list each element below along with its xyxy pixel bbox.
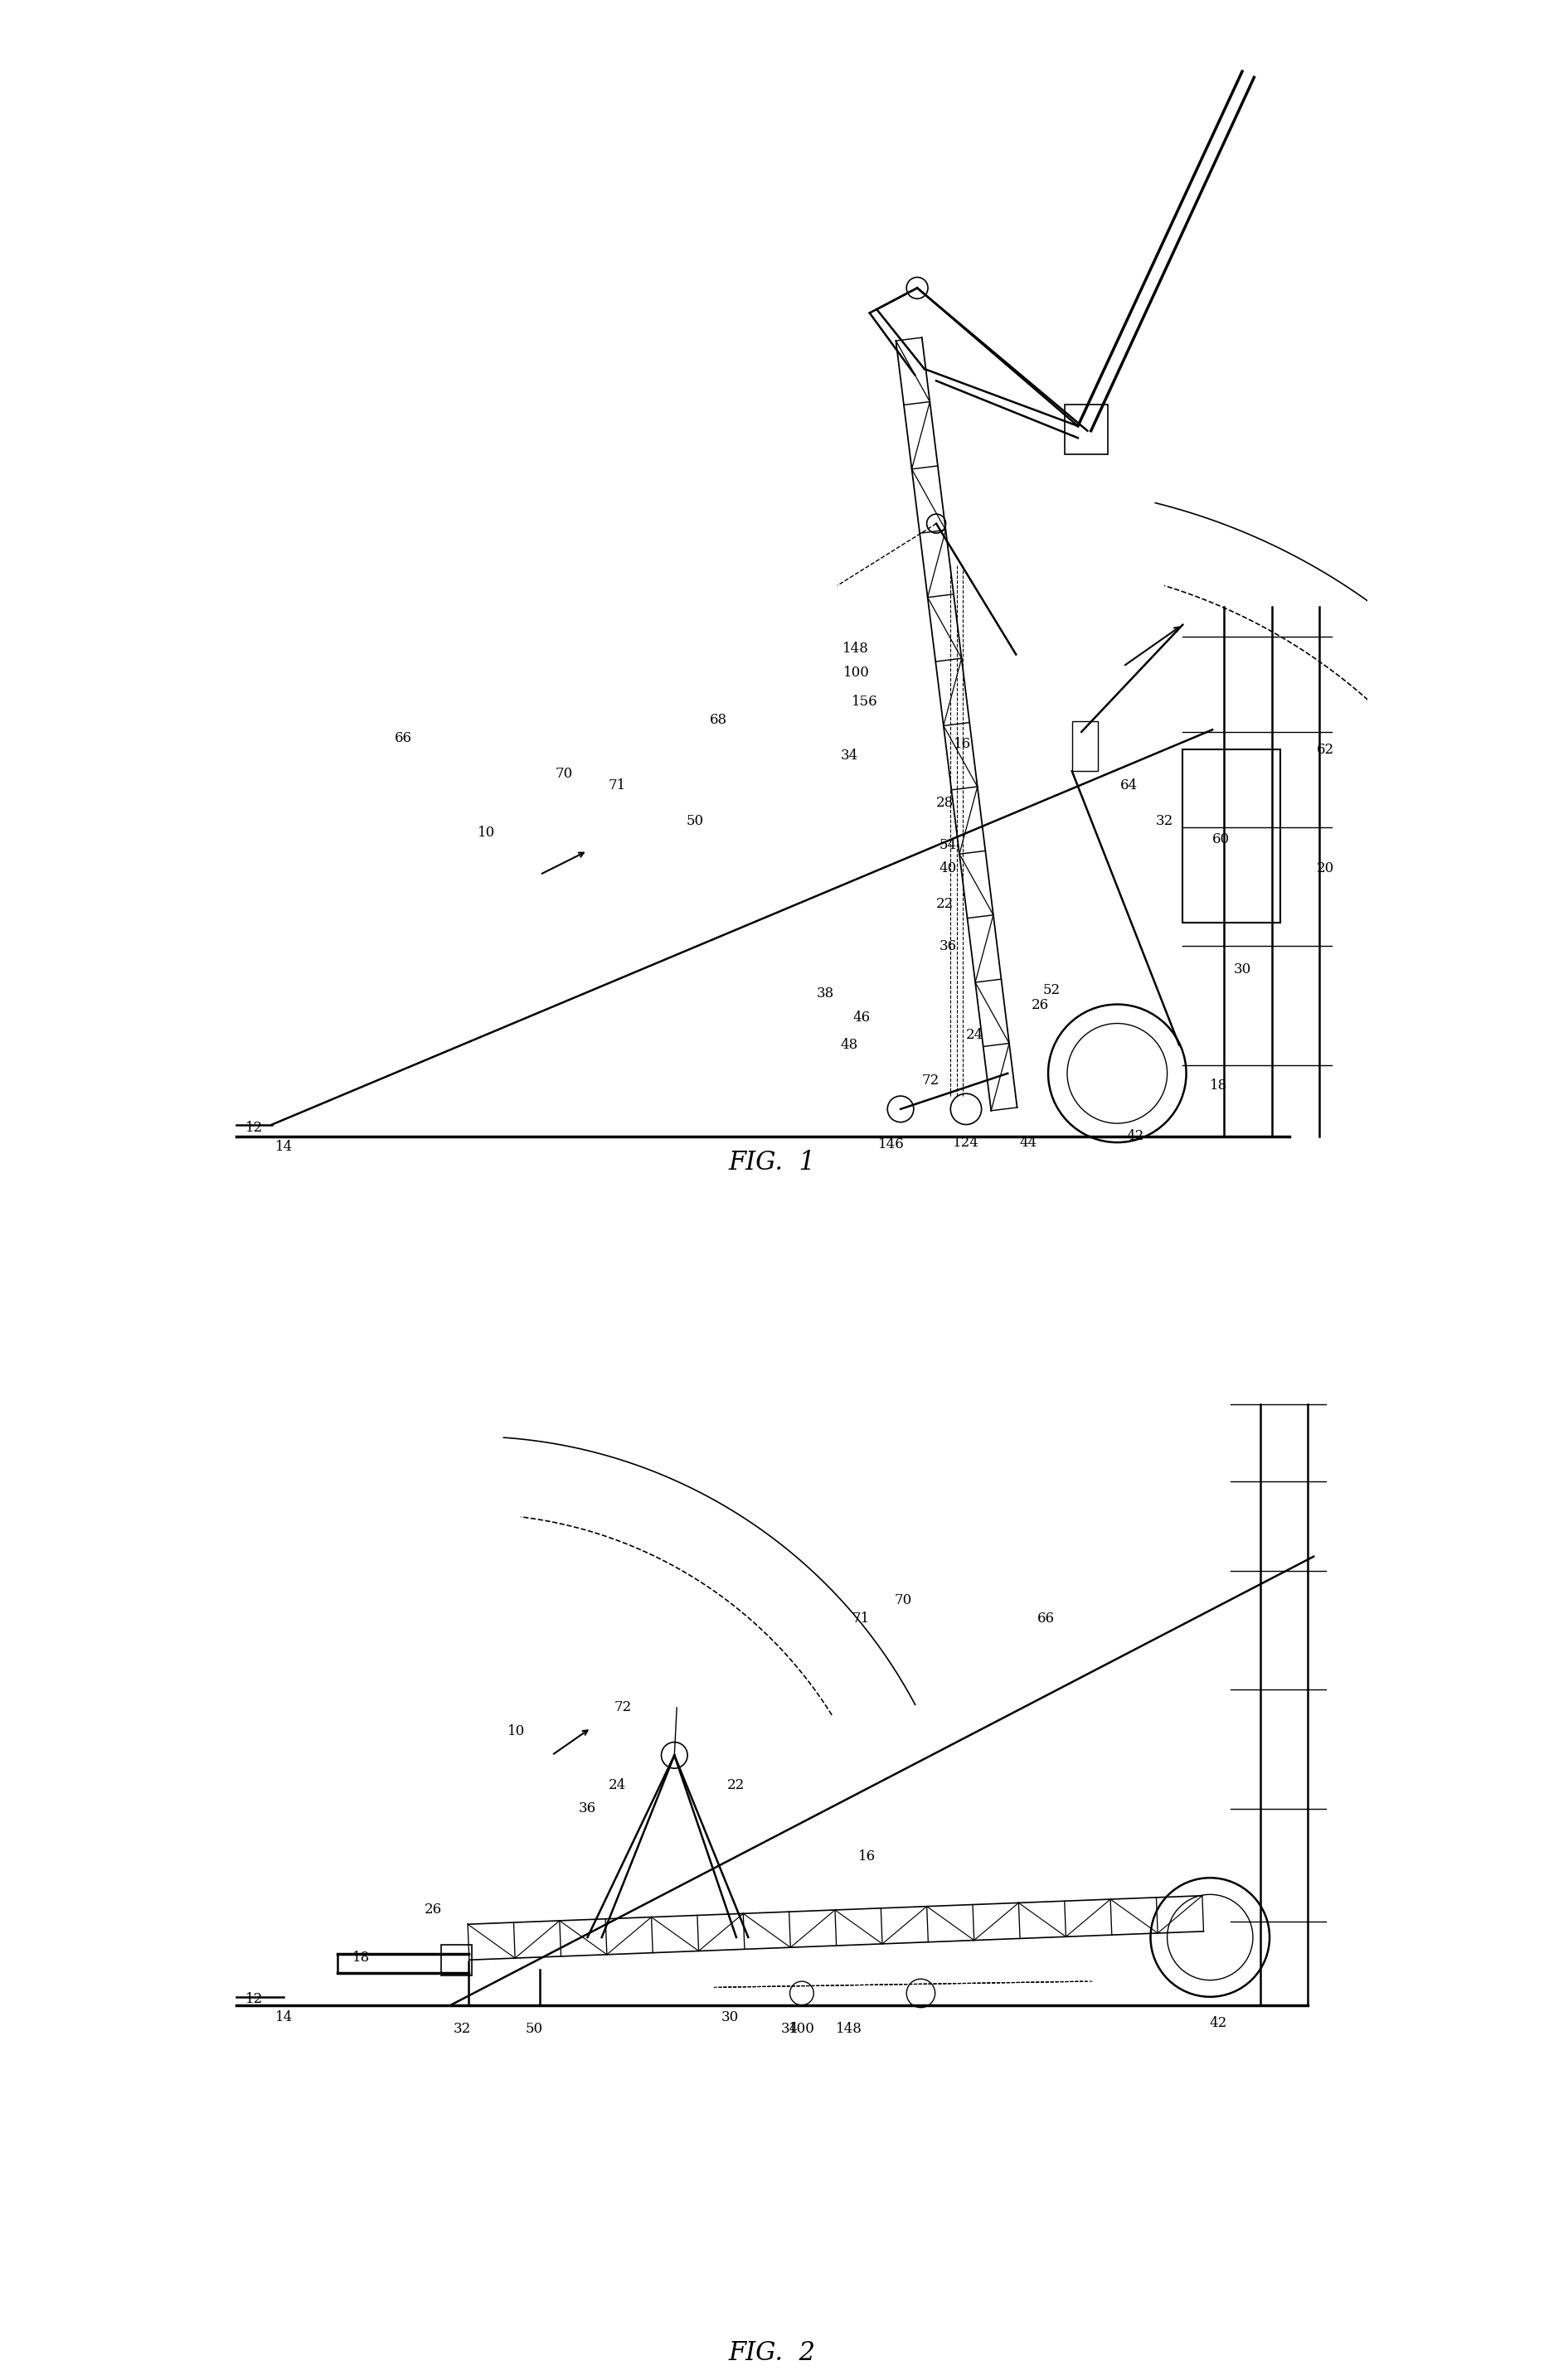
Text: 100: 100 bbox=[843, 666, 869, 678]
Text: 26: 26 bbox=[425, 1904, 442, 1916]
Text: 26: 26 bbox=[1031, 1000, 1048, 1012]
Text: 30: 30 bbox=[721, 2011, 740, 2023]
Text: 32: 32 bbox=[454, 2023, 471, 2035]
Bar bbox=[1183, 750, 1280, 921]
Text: 146: 146 bbox=[879, 1138, 905, 1152]
Text: 36: 36 bbox=[939, 940, 957, 952]
Text: FIG.  1: FIG. 1 bbox=[729, 1150, 815, 1176]
Text: 24: 24 bbox=[608, 1778, 625, 1792]
Text: 62: 62 bbox=[1317, 743, 1334, 757]
Text: 32: 32 bbox=[1156, 814, 1173, 828]
Text: 46: 46 bbox=[852, 1012, 869, 1023]
Text: 28: 28 bbox=[936, 797, 953, 809]
Text: 100: 100 bbox=[789, 2023, 815, 2035]
Text: 68: 68 bbox=[710, 714, 727, 726]
Text: 66: 66 bbox=[394, 731, 412, 745]
Text: 60: 60 bbox=[1212, 833, 1229, 845]
Text: 20: 20 bbox=[1317, 862, 1334, 876]
Text: 14: 14 bbox=[275, 2011, 293, 2023]
Text: 10: 10 bbox=[508, 1726, 525, 1737]
Text: 22: 22 bbox=[936, 897, 953, 912]
Text: 156: 156 bbox=[852, 695, 879, 709]
Text: 50: 50 bbox=[686, 814, 704, 828]
Text: 34: 34 bbox=[781, 2023, 798, 2035]
Text: 16: 16 bbox=[954, 738, 971, 750]
Text: 72: 72 bbox=[615, 1702, 631, 1714]
Text: FIG.  2: FIG. 2 bbox=[729, 2340, 815, 2366]
Text: 148: 148 bbox=[841, 643, 869, 655]
Text: 36: 36 bbox=[579, 1802, 596, 1816]
Text: 70: 70 bbox=[894, 1595, 913, 1607]
Text: 54: 54 bbox=[939, 838, 957, 852]
Text: 42: 42 bbox=[1209, 2016, 1227, 2030]
Text: 70: 70 bbox=[554, 766, 573, 781]
Text: 16: 16 bbox=[858, 1849, 875, 1864]
Text: 12: 12 bbox=[245, 1992, 262, 2006]
Text: 18: 18 bbox=[1209, 1078, 1227, 1092]
Bar bbox=[442, 1944, 472, 1975]
Text: 14: 14 bbox=[275, 1140, 293, 1154]
Text: 12: 12 bbox=[245, 1121, 262, 1135]
Text: 18: 18 bbox=[352, 1952, 371, 1964]
Text: 71: 71 bbox=[852, 1611, 871, 1626]
Text: 48: 48 bbox=[840, 1038, 858, 1052]
Bar bbox=[1065, 405, 1107, 455]
Text: 24: 24 bbox=[965, 1028, 984, 1042]
Text: 71: 71 bbox=[608, 778, 625, 793]
Text: 30: 30 bbox=[1234, 964, 1251, 976]
Text: 44: 44 bbox=[1019, 1135, 1036, 1150]
Text: 72: 72 bbox=[922, 1073, 939, 1088]
Text: 38: 38 bbox=[817, 988, 834, 1000]
Text: 52: 52 bbox=[1042, 983, 1061, 997]
Bar bbox=[1072, 721, 1098, 771]
Text: 64: 64 bbox=[1121, 778, 1138, 793]
Text: 50: 50 bbox=[525, 2023, 542, 2035]
Text: 40: 40 bbox=[939, 862, 957, 876]
Text: 148: 148 bbox=[837, 2023, 863, 2035]
Text: 42: 42 bbox=[1126, 1130, 1144, 1142]
Text: 10: 10 bbox=[477, 826, 496, 840]
Text: 22: 22 bbox=[727, 1778, 746, 1792]
Text: 34: 34 bbox=[840, 750, 858, 762]
Text: 66: 66 bbox=[1038, 1611, 1055, 1626]
Text: 124: 124 bbox=[953, 1135, 979, 1150]
